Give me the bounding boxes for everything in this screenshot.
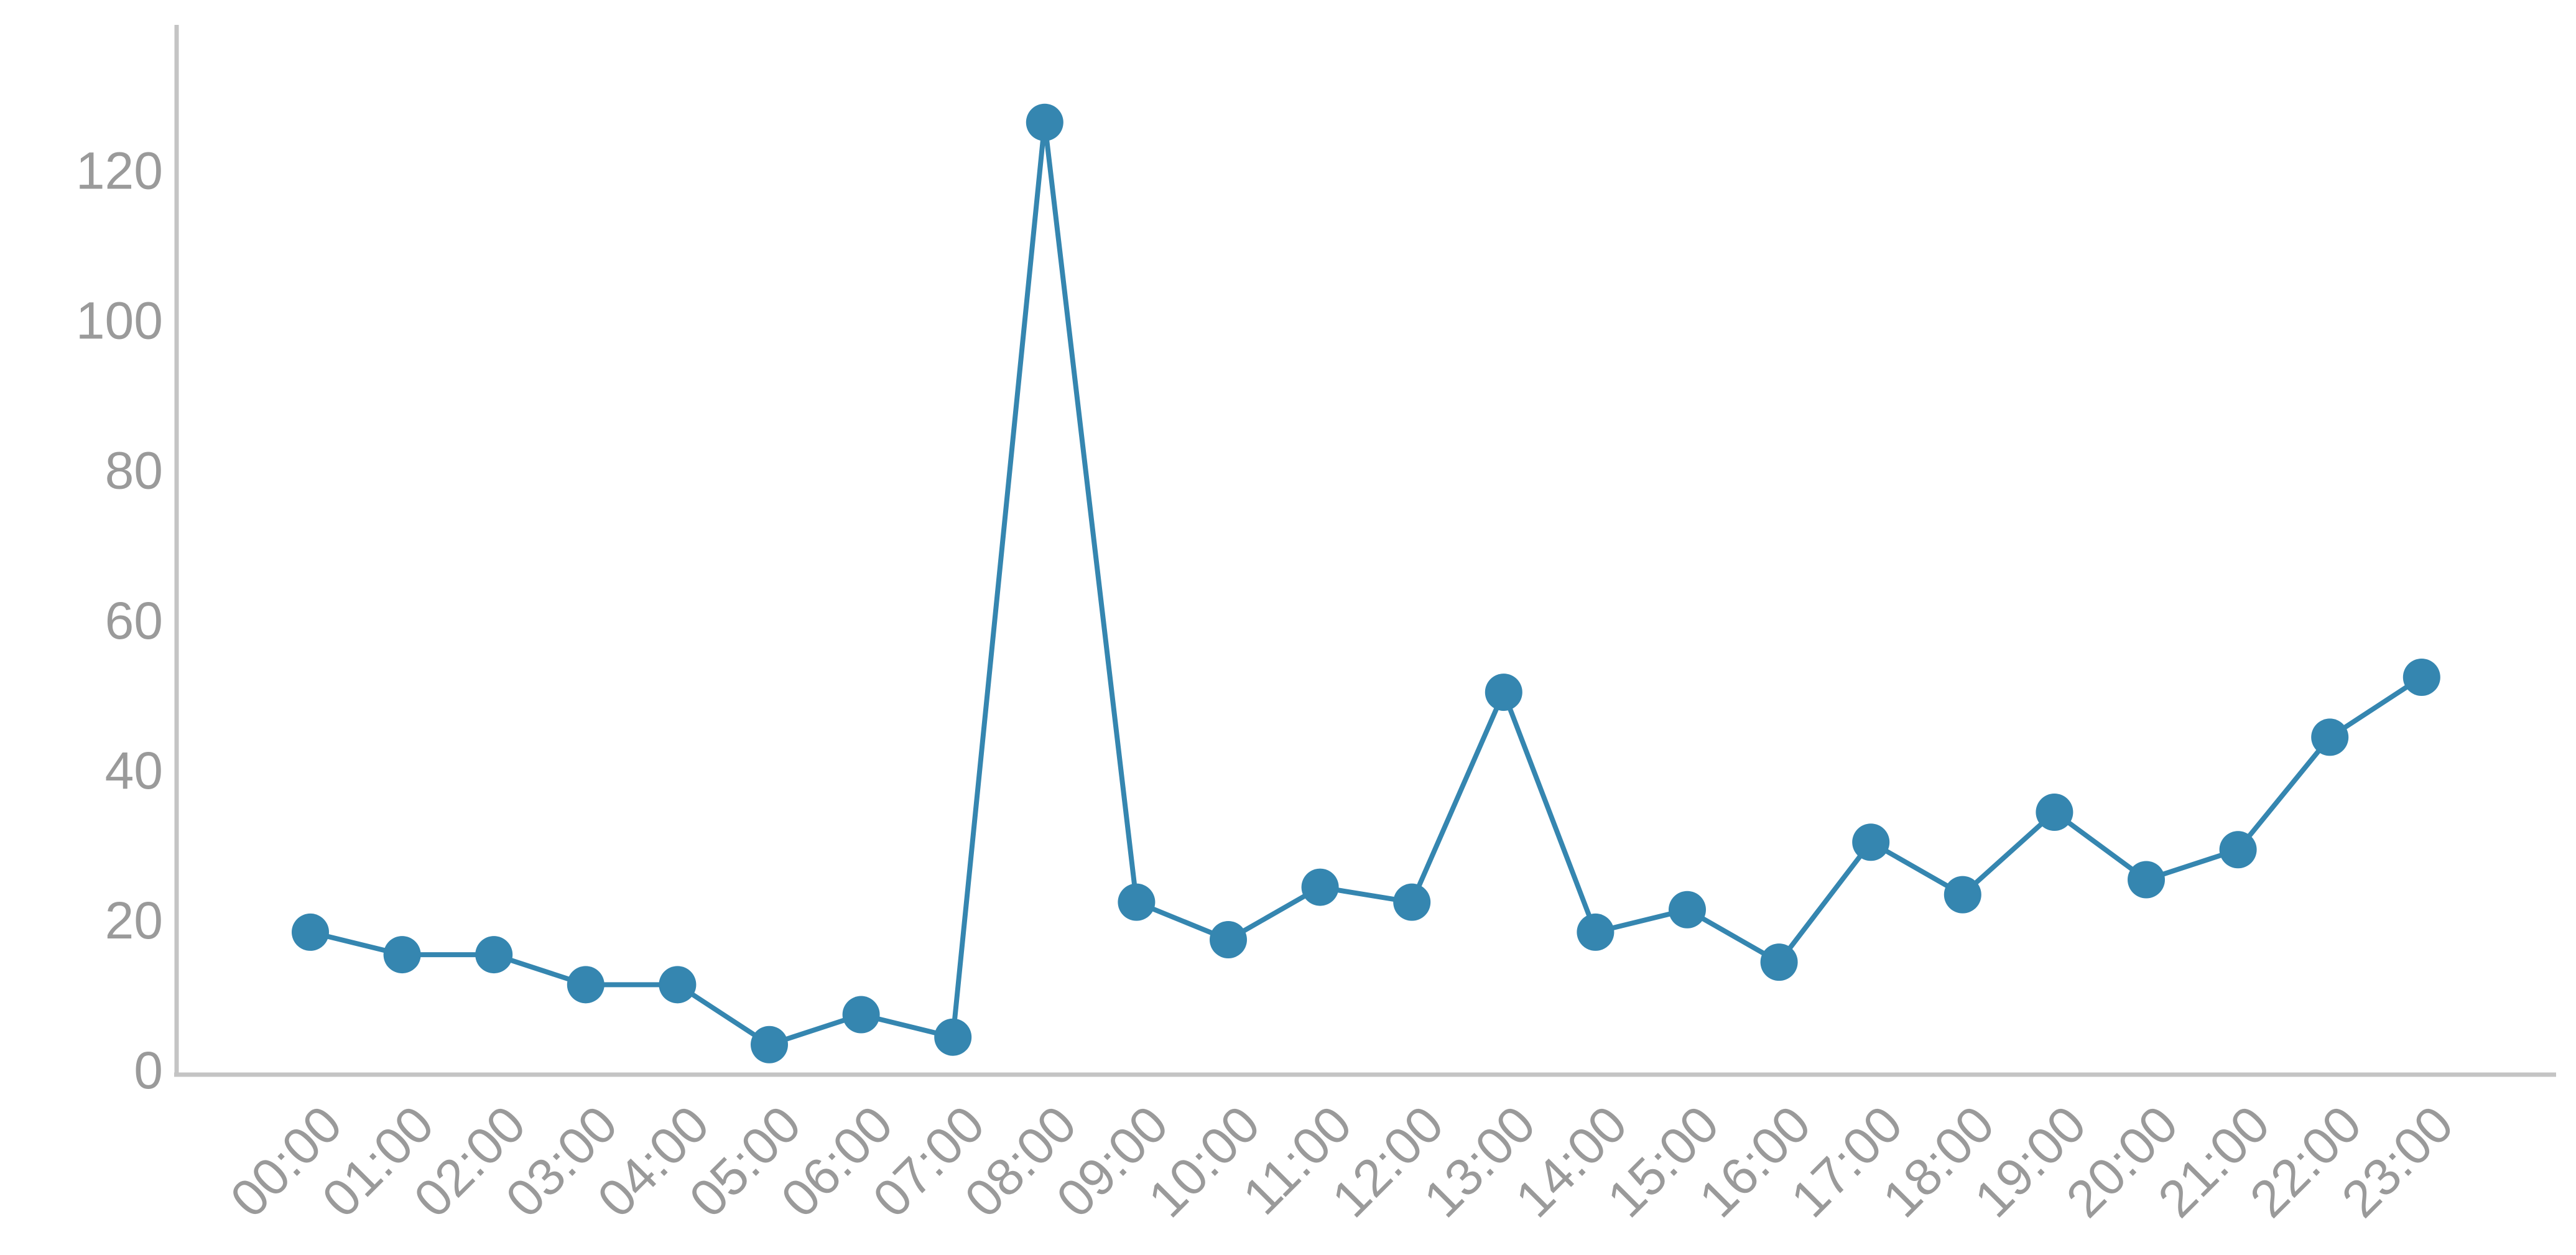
point	[2402, 658, 2440, 696]
point	[934, 1018, 972, 1056]
point	[1669, 891, 1706, 929]
point	[383, 936, 421, 974]
point	[1760, 943, 1798, 981]
point	[292, 913, 329, 951]
y-tick-label: 40	[105, 741, 163, 800]
point	[659, 966, 697, 1004]
y-tick-label: 20	[105, 891, 163, 950]
point	[2036, 794, 2073, 831]
y-tick-label: 100	[76, 291, 163, 350]
point	[1577, 913, 1615, 951]
point	[751, 1026, 788, 1063]
point	[1118, 883, 1156, 921]
y-tick-label: 60	[105, 591, 163, 650]
y-tick-label: 80	[105, 442, 163, 500]
point	[1301, 868, 1339, 906]
point	[475, 936, 513, 974]
point	[567, 966, 605, 1004]
point	[1944, 876, 1981, 914]
point	[842, 996, 880, 1034]
point	[1210, 920, 1247, 958]
point	[1852, 823, 1890, 861]
point	[1485, 674, 1522, 711]
point	[2311, 718, 2349, 756]
point	[1026, 103, 1063, 141]
line	[310, 119, 2423, 1047]
y-tick-label: 0	[134, 1041, 163, 1100]
point	[2219, 831, 2257, 869]
point	[2128, 861, 2165, 899]
point	[1393, 883, 1431, 921]
y-tick-label: 120	[76, 141, 163, 200]
